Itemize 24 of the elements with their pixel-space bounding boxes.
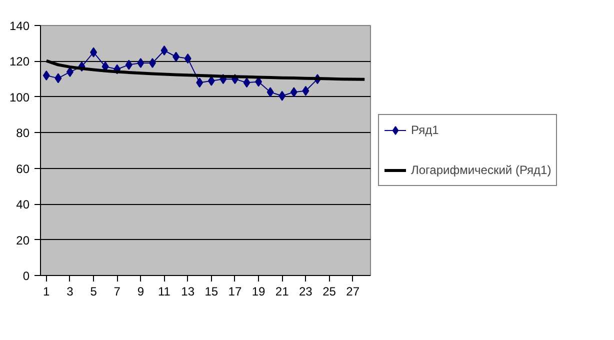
x-tick-label: 21	[275, 284, 290, 298]
legend-label: Логарифмический (Ряд1)	[411, 163, 552, 177]
x-tick-label: 27	[346, 284, 360, 298]
x-tick-label: 1	[43, 284, 50, 298]
x-tick-label: 13	[181, 284, 195, 298]
legend-label: Ряд1	[411, 123, 439, 137]
y-tick-label: 20	[16, 233, 30, 248]
x-tick-label: 23	[299, 284, 313, 298]
y-tick-label: 120	[9, 54, 30, 69]
y-tick-label: 40	[16, 198, 30, 212]
y-tick-label: 80	[16, 126, 30, 140]
x-tick-label: 9	[137, 284, 144, 298]
x-tick-label: 11	[158, 284, 171, 298]
x-tick-label: 17	[228, 284, 242, 298]
y-tick-label: 140	[9, 19, 30, 33]
x-tick-label: 19	[252, 284, 266, 298]
x-tick-label: 15	[204, 284, 218, 298]
x-tick-label: 5	[90, 284, 98, 298]
x-tick-label: 3	[66, 284, 74, 298]
y-tick-label: 60	[16, 162, 30, 176]
y-tick-label: 0	[22, 269, 30, 283]
x-tick-label: 25	[322, 284, 336, 298]
x-tick-label: 7	[114, 284, 121, 298]
y-tick-label: 100	[9, 90, 30, 104]
